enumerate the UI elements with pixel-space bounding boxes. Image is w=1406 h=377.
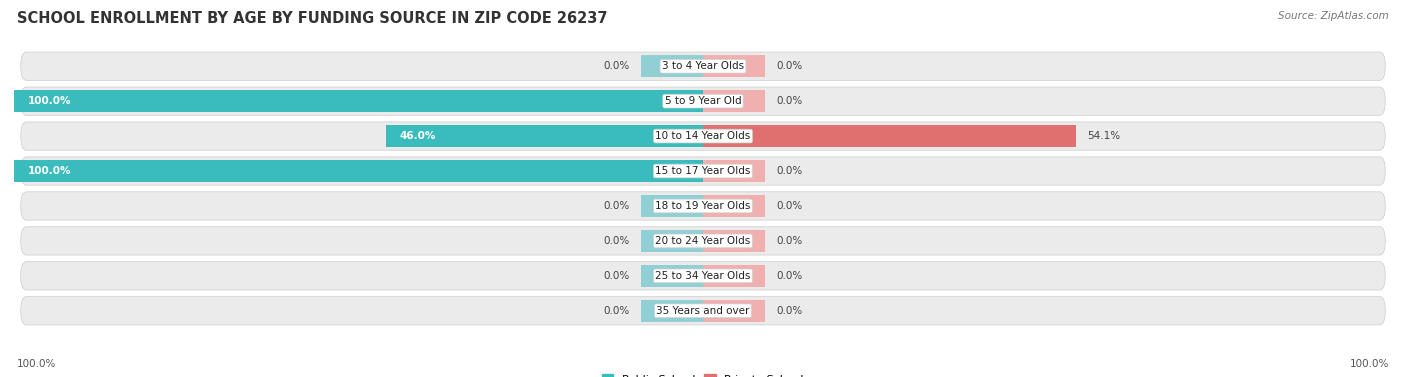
FancyBboxPatch shape [21,227,1385,255]
Text: 18 to 19 Year Olds: 18 to 19 Year Olds [655,201,751,211]
Text: 20 to 24 Year Olds: 20 to 24 Year Olds [655,236,751,246]
Legend: Public School, Private School: Public School, Private School [598,370,808,377]
Bar [703,55,765,77]
FancyBboxPatch shape [21,157,1385,185]
Bar [703,90,765,112]
FancyBboxPatch shape [21,87,1385,115]
Text: 100.0%: 100.0% [28,166,72,176]
Bar [703,195,765,217]
FancyBboxPatch shape [21,122,1385,150]
Text: 0.0%: 0.0% [603,306,630,316]
Text: 0.0%: 0.0% [603,236,630,246]
Bar [703,300,765,322]
FancyBboxPatch shape [21,192,1385,220]
Text: 0.0%: 0.0% [776,61,803,71]
Bar [703,230,765,252]
Text: 10 to 14 Year Olds: 10 to 14 Year Olds [655,131,751,141]
Bar [703,265,765,287]
Text: 46.0%: 46.0% [399,131,436,141]
Text: 100.0%: 100.0% [28,96,72,106]
FancyBboxPatch shape [21,262,1385,290]
Text: 54.1%: 54.1% [1087,131,1119,141]
FancyBboxPatch shape [21,297,1385,325]
Text: 0.0%: 0.0% [776,271,803,281]
Bar [641,55,703,77]
Bar [703,125,1076,147]
Text: 0.0%: 0.0% [776,236,803,246]
Bar [641,265,703,287]
Text: 0.0%: 0.0% [603,61,630,71]
Text: 0.0%: 0.0% [603,201,630,211]
Bar [387,125,703,147]
Text: 0.0%: 0.0% [776,166,803,176]
FancyBboxPatch shape [21,52,1385,80]
Text: 100.0%: 100.0% [17,359,56,369]
Bar [641,230,703,252]
Text: 0.0%: 0.0% [603,271,630,281]
Text: 15 to 17 Year Olds: 15 to 17 Year Olds [655,166,751,176]
Text: 35 Years and over: 35 Years and over [657,306,749,316]
Bar [14,160,703,182]
Text: SCHOOL ENROLLMENT BY AGE BY FUNDING SOURCE IN ZIP CODE 26237: SCHOOL ENROLLMENT BY AGE BY FUNDING SOUR… [17,11,607,26]
Text: 5 to 9 Year Old: 5 to 9 Year Old [665,96,741,106]
Text: Source: ZipAtlas.com: Source: ZipAtlas.com [1278,11,1389,21]
Bar [703,160,765,182]
Bar [641,195,703,217]
Text: 25 to 34 Year Olds: 25 to 34 Year Olds [655,271,751,281]
Text: 3 to 4 Year Olds: 3 to 4 Year Olds [662,61,744,71]
Bar [641,300,703,322]
Bar [14,90,703,112]
Text: 0.0%: 0.0% [776,201,803,211]
Text: 0.0%: 0.0% [776,96,803,106]
Text: 0.0%: 0.0% [776,306,803,316]
Text: 100.0%: 100.0% [1350,359,1389,369]
